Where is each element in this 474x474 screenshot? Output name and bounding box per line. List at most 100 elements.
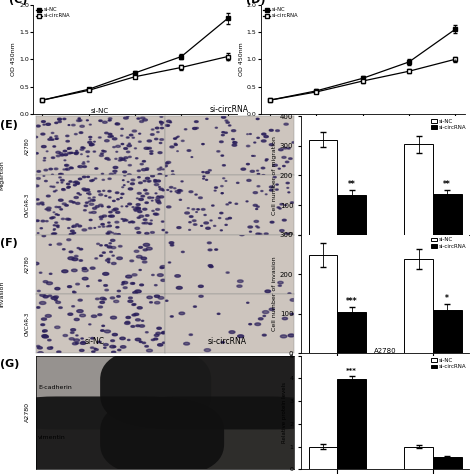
Circle shape [165, 124, 170, 127]
Circle shape [68, 125, 70, 126]
Y-axis label: Cell number of invasion: Cell number of invasion [272, 256, 277, 331]
Circle shape [142, 169, 146, 171]
Circle shape [104, 284, 108, 286]
Circle shape [146, 148, 149, 149]
Circle shape [72, 202, 75, 203]
Circle shape [45, 209, 47, 210]
Circle shape [240, 234, 244, 236]
Circle shape [72, 124, 75, 126]
Text: OVCAR-3: OVCAR-3 [25, 193, 30, 217]
Circle shape [76, 283, 80, 285]
Circle shape [55, 138, 58, 139]
Circle shape [137, 170, 140, 172]
Legend: si-NC, si-circRNA: si-NC, si-circRNA [431, 358, 466, 369]
Circle shape [59, 153, 63, 155]
Circle shape [147, 140, 152, 142]
Circle shape [102, 298, 107, 300]
Circle shape [105, 289, 109, 291]
Circle shape [280, 229, 284, 232]
Circle shape [160, 139, 164, 140]
Circle shape [76, 119, 81, 122]
Bar [404, 144, 433, 235]
Circle shape [100, 297, 105, 300]
Circle shape [89, 228, 92, 229]
Circle shape [128, 174, 131, 175]
Circle shape [264, 233, 268, 235]
Circle shape [265, 159, 268, 160]
Circle shape [189, 229, 191, 230]
Circle shape [66, 140, 69, 142]
Circle shape [237, 182, 239, 183]
Circle shape [115, 221, 119, 223]
Circle shape [283, 317, 288, 320]
Circle shape [75, 202, 80, 204]
Circle shape [177, 151, 178, 152]
Circle shape [128, 156, 131, 157]
Circle shape [136, 158, 138, 159]
Circle shape [110, 136, 113, 137]
Circle shape [71, 168, 73, 169]
Circle shape [42, 204, 44, 205]
Circle shape [199, 197, 202, 199]
Circle shape [116, 151, 118, 152]
Bar [433, 194, 462, 235]
Circle shape [105, 195, 107, 196]
Circle shape [147, 180, 151, 182]
Circle shape [100, 155, 103, 156]
Circle shape [177, 227, 181, 228]
Text: E-cadherin: E-cadherin [38, 385, 72, 390]
Circle shape [137, 207, 140, 209]
Circle shape [35, 153, 38, 154]
Circle shape [92, 200, 95, 201]
Circle shape [165, 300, 168, 301]
Circle shape [76, 335, 78, 336]
Circle shape [89, 137, 92, 138]
Circle shape [167, 190, 169, 191]
Circle shape [269, 144, 273, 146]
Circle shape [160, 167, 162, 168]
Circle shape [157, 196, 159, 197]
Circle shape [143, 180, 146, 182]
Circle shape [189, 191, 193, 192]
Circle shape [246, 164, 249, 165]
Circle shape [78, 225, 82, 227]
Circle shape [109, 211, 112, 213]
Circle shape [38, 352, 43, 354]
Circle shape [159, 121, 162, 122]
Circle shape [146, 247, 152, 250]
Circle shape [204, 215, 206, 216]
Circle shape [254, 220, 258, 222]
Circle shape [206, 227, 210, 229]
Circle shape [109, 251, 112, 253]
Circle shape [53, 146, 55, 147]
Circle shape [41, 220, 45, 222]
Legend: si-NC, si-circRNA: si-NC, si-circRNA [431, 119, 466, 130]
Circle shape [90, 145, 93, 146]
Circle shape [184, 129, 187, 130]
Text: **: ** [348, 180, 356, 189]
Text: (G): (G) [0, 359, 19, 369]
Circle shape [91, 347, 94, 348]
Circle shape [56, 155, 60, 157]
Circle shape [131, 326, 135, 328]
Circle shape [143, 249, 147, 251]
Circle shape [73, 343, 77, 345]
Circle shape [118, 160, 121, 161]
Circle shape [67, 186, 70, 188]
Text: *: * [453, 59, 457, 68]
Circle shape [98, 306, 102, 308]
Circle shape [174, 188, 176, 189]
Circle shape [56, 151, 60, 154]
Circle shape [278, 168, 280, 169]
Circle shape [261, 140, 266, 142]
Circle shape [55, 138, 57, 139]
Circle shape [148, 197, 152, 199]
Circle shape [273, 164, 277, 166]
Circle shape [113, 346, 116, 347]
Circle shape [81, 338, 83, 339]
Circle shape [108, 222, 110, 223]
Circle shape [154, 180, 156, 181]
Bar [404, 447, 433, 469]
Circle shape [291, 202, 294, 203]
Circle shape [241, 168, 246, 170]
